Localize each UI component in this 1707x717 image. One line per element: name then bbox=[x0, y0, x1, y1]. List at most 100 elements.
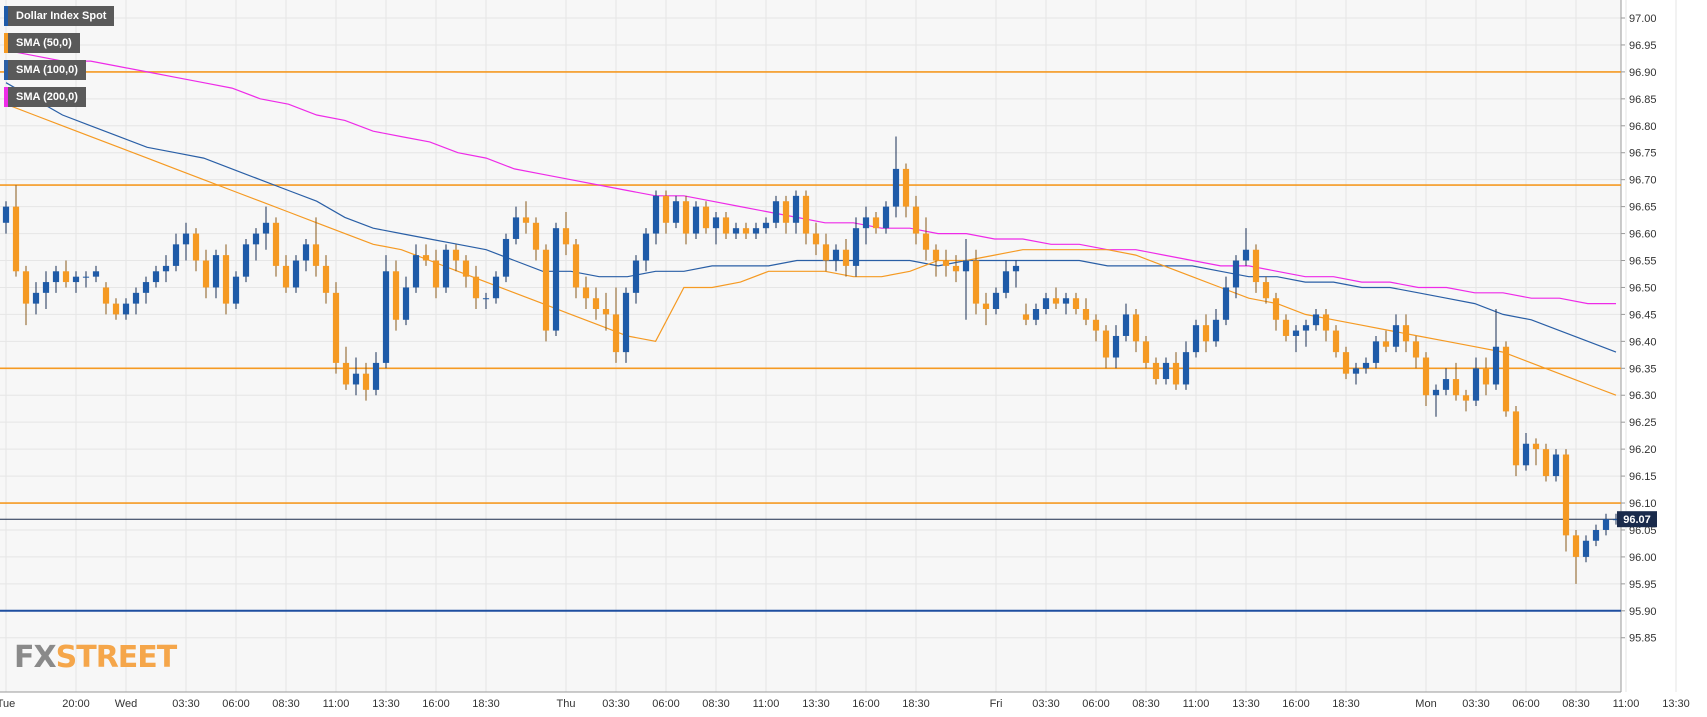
candle-body[interactable] bbox=[792, 195, 800, 223]
candle-body[interactable] bbox=[62, 271, 70, 283]
candle-body[interactable] bbox=[782, 201, 790, 223]
candle-body[interactable] bbox=[592, 298, 600, 310]
candle-body[interactable] bbox=[282, 265, 290, 288]
candle-body[interactable] bbox=[1212, 319, 1220, 342]
candle-body[interactable] bbox=[352, 373, 360, 385]
candle-body[interactable] bbox=[832, 249, 840, 261]
candle-body[interactable] bbox=[1262, 282, 1270, 299]
candle-body[interactable] bbox=[1502, 346, 1510, 412]
candle-body[interactable] bbox=[812, 233, 820, 245]
candle-body[interactable] bbox=[1102, 330, 1110, 358]
candle-body[interactable] bbox=[572, 244, 580, 288]
candle-body[interactable] bbox=[1012, 265, 1020, 272]
candle-body[interactable] bbox=[1432, 389, 1440, 396]
candle-body[interactable] bbox=[622, 292, 630, 353]
candle-body[interactable] bbox=[952, 265, 960, 272]
candle-body[interactable] bbox=[992, 292, 1000, 310]
candle-body[interactable] bbox=[192, 233, 200, 261]
candle-body[interactable] bbox=[102, 287, 110, 304]
candle-body[interactable] bbox=[1472, 368, 1480, 401]
candle-body[interactable] bbox=[312, 244, 320, 266]
candle-body[interactable] bbox=[702, 206, 710, 229]
candle-body[interactable] bbox=[632, 260, 640, 293]
candle-body[interactable] bbox=[1132, 314, 1140, 342]
candle-body[interactable] bbox=[752, 228, 760, 234]
legend-item-sma-200[interactable]: SMA (200,0) bbox=[4, 87, 86, 107]
legend-item-sma-100[interactable]: SMA (100,0) bbox=[4, 60, 86, 80]
candle-body[interactable] bbox=[1242, 249, 1250, 261]
candle-body[interactable] bbox=[912, 206, 920, 234]
candle-body[interactable] bbox=[1122, 314, 1130, 336]
candle-body[interactable] bbox=[1542, 449, 1550, 477]
candle-body[interactable] bbox=[932, 249, 940, 261]
candle-body[interactable] bbox=[602, 309, 610, 315]
candle-body[interactable] bbox=[242, 244, 250, 277]
candle-body[interactable] bbox=[462, 260, 470, 277]
candle-body[interactable] bbox=[972, 260, 980, 304]
candle-body[interactable] bbox=[1092, 319, 1100, 331]
candle-body[interactable] bbox=[232, 276, 240, 304]
candle-body[interactable] bbox=[1612, 519, 1620, 521]
candle-body[interactable] bbox=[292, 260, 300, 288]
candle-body[interactable] bbox=[1482, 368, 1490, 385]
candle-body[interactable] bbox=[1042, 298, 1050, 310]
candle-body[interactable] bbox=[502, 238, 510, 277]
candle-body[interactable] bbox=[1192, 325, 1200, 353]
candle-body[interactable] bbox=[1052, 298, 1060, 304]
candle-body[interactable] bbox=[42, 282, 50, 293]
candle-body[interactable] bbox=[682, 201, 690, 234]
candle-body[interactable] bbox=[1522, 443, 1530, 466]
candle-body[interactable] bbox=[902, 168, 910, 207]
candle-body[interactable] bbox=[392, 271, 400, 320]
candle-body[interactable] bbox=[512, 217, 520, 239]
candle-body[interactable] bbox=[2, 206, 10, 223]
candle-body[interactable] bbox=[452, 249, 460, 261]
candle-body[interactable] bbox=[372, 362, 380, 390]
candle-body[interactable] bbox=[692, 206, 700, 234]
candle-body[interactable] bbox=[1422, 357, 1430, 396]
candle-body[interactable] bbox=[1332, 330, 1340, 353]
candle-body[interactable] bbox=[1412, 341, 1420, 358]
candle-body[interactable] bbox=[112, 303, 120, 315]
candle-body[interactable] bbox=[382, 271, 390, 363]
candle-body[interactable] bbox=[732, 228, 740, 234]
candle-body[interactable] bbox=[262, 222, 270, 234]
candle-body[interactable] bbox=[1362, 362, 1370, 369]
candle-body[interactable] bbox=[1462, 395, 1470, 401]
candle-body[interactable] bbox=[322, 265, 330, 293]
candle-body[interactable] bbox=[532, 222, 540, 250]
candle-body[interactable] bbox=[1322, 314, 1330, 331]
candle-body[interactable] bbox=[772, 201, 780, 223]
candle-body[interactable] bbox=[842, 249, 850, 266]
candle-body[interactable] bbox=[202, 260, 210, 288]
candle-body[interactable] bbox=[52, 271, 60, 283]
candle-body[interactable] bbox=[662, 195, 670, 223]
candle-body[interactable] bbox=[472, 276, 480, 299]
candle-body[interactable] bbox=[1062, 298, 1070, 304]
candle-body[interactable] bbox=[642, 233, 650, 261]
candle-body[interactable] bbox=[402, 287, 410, 320]
candle-body[interactable] bbox=[742, 228, 750, 234]
candle-body[interactable] bbox=[1492, 346, 1500, 385]
legend-item-dollar-index-spot[interactable]: Dollar Index Spot bbox=[4, 6, 115, 26]
candle-body[interactable] bbox=[962, 260, 970, 272]
candle-body[interactable] bbox=[1452, 379, 1460, 396]
candle-body[interactable] bbox=[672, 201, 680, 223]
candle-body[interactable] bbox=[422, 255, 430, 261]
candle-body[interactable] bbox=[522, 217, 530, 223]
candle-body[interactable] bbox=[1292, 330, 1300, 336]
candle-body[interactable] bbox=[1082, 309, 1090, 320]
candle-body[interactable] bbox=[1002, 271, 1010, 293]
candle-body[interactable] bbox=[1282, 319, 1290, 336]
candle-body[interactable] bbox=[922, 233, 930, 250]
candle-body[interactable] bbox=[332, 292, 340, 363]
candle-body[interactable] bbox=[182, 233, 190, 245]
candle-body[interactable] bbox=[272, 222, 280, 266]
candle-body[interactable] bbox=[942, 260, 950, 266]
candle-body[interactable] bbox=[1272, 298, 1280, 320]
candle-body[interactable] bbox=[1112, 335, 1120, 358]
candle-body[interactable] bbox=[22, 271, 30, 304]
candle-body[interactable] bbox=[1152, 362, 1160, 380]
candle-body[interactable] bbox=[652, 195, 660, 234]
